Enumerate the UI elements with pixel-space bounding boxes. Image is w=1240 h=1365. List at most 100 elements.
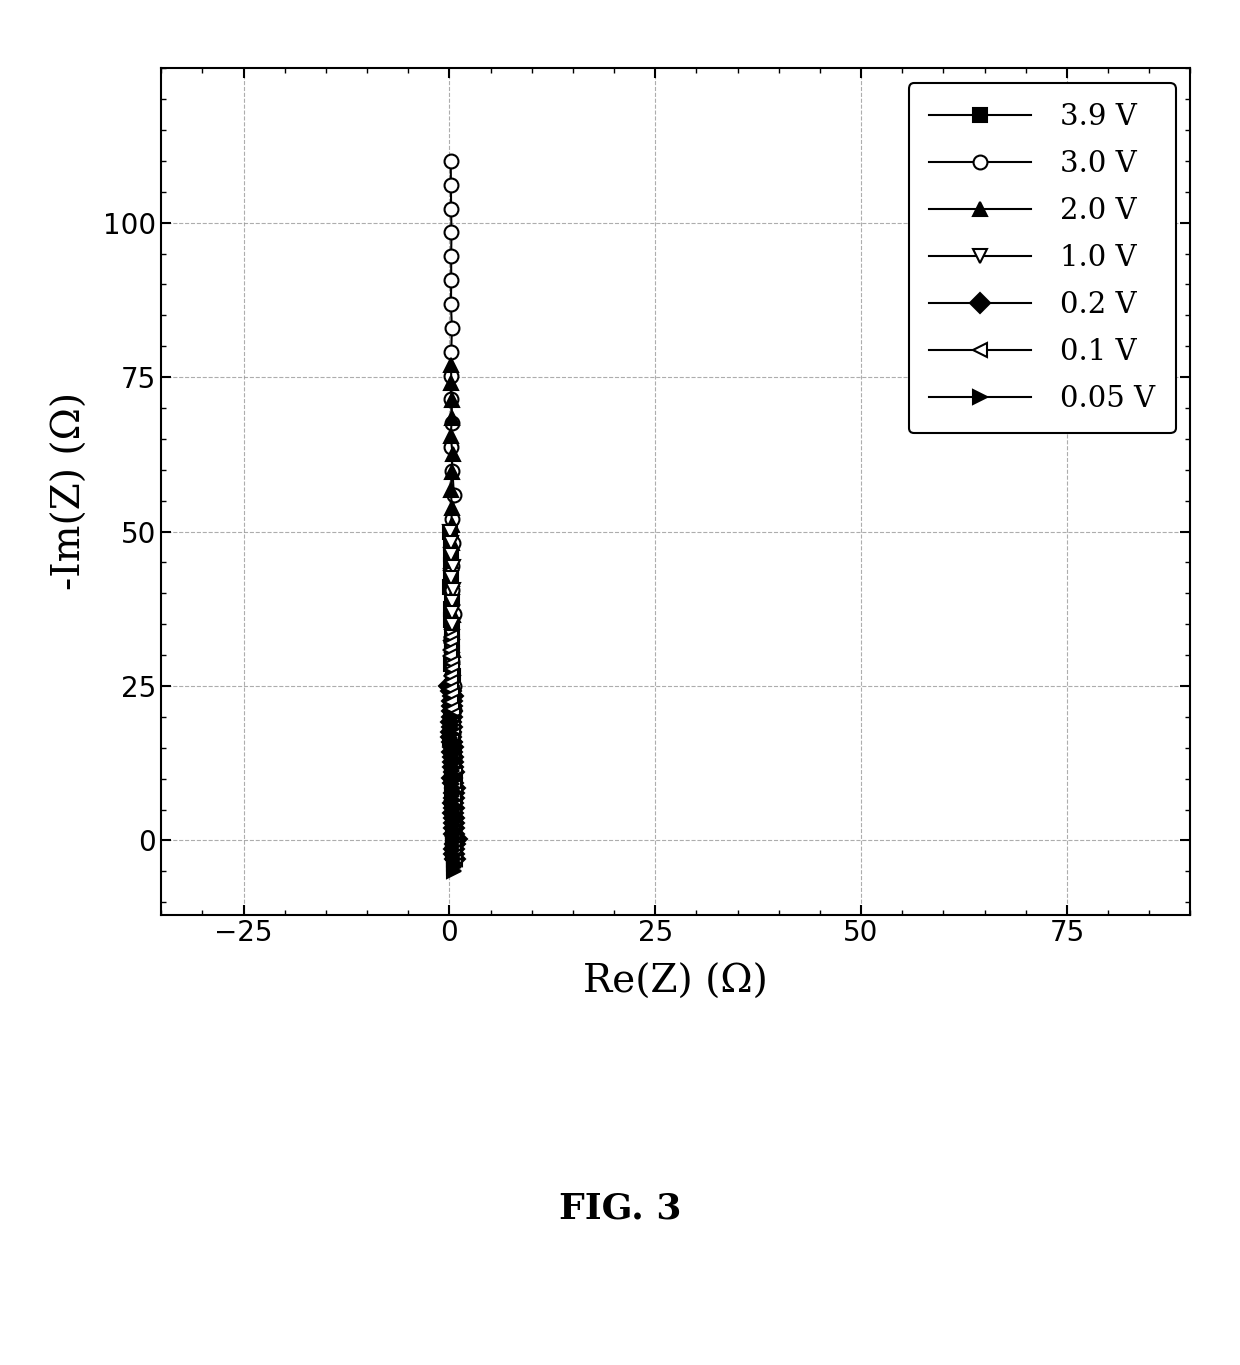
1.0 V bbox=[444, 571, 459, 587]
0.2 V bbox=[445, 698, 460, 714]
0.2 V bbox=[446, 800, 461, 816]
0.2 V bbox=[450, 830, 465, 846]
3.0 V bbox=[445, 511, 460, 527]
0.2 V bbox=[448, 835, 463, 852]
0.2 V bbox=[444, 729, 459, 745]
0.05 V bbox=[446, 826, 461, 842]
2.0 V bbox=[444, 410, 459, 426]
0.05 V bbox=[445, 759, 460, 775]
2.0 V bbox=[444, 535, 459, 551]
1.0 V bbox=[444, 651, 459, 667]
2.0 V bbox=[444, 767, 459, 784]
3.0 V bbox=[445, 415, 460, 431]
0.2 V bbox=[444, 723, 459, 740]
3.0 V bbox=[444, 201, 459, 217]
0.2 V bbox=[445, 770, 460, 786]
1.0 V bbox=[445, 815, 460, 831]
0.05 V bbox=[446, 846, 461, 863]
2.0 V bbox=[444, 464, 459, 480]
0.05 V bbox=[449, 809, 464, 826]
3.0 V bbox=[445, 463, 460, 479]
0.05 V bbox=[446, 784, 461, 800]
0.2 V bbox=[445, 718, 460, 734]
3.9 V bbox=[443, 601, 458, 617]
0.2 V bbox=[445, 805, 460, 822]
0.05 V bbox=[446, 854, 461, 871]
0.1 V bbox=[446, 844, 461, 860]
3.0 V bbox=[444, 176, 459, 192]
2.0 V bbox=[446, 820, 461, 837]
2.0 V bbox=[444, 356, 459, 373]
Line: 0.2 V: 0.2 V bbox=[443, 678, 464, 865]
3.9 V bbox=[445, 800, 460, 816]
1.0 V bbox=[444, 547, 459, 564]
3.0 V bbox=[444, 581, 459, 598]
0.1 V bbox=[443, 648, 458, 665]
3.0 V bbox=[444, 248, 459, 265]
Line: 1.0 V: 1.0 V bbox=[443, 524, 460, 853]
3.9 V bbox=[445, 756, 460, 773]
Text: FIG. 3: FIG. 3 bbox=[559, 1192, 681, 1224]
X-axis label: Re(Z) (Ω): Re(Z) (Ω) bbox=[583, 964, 769, 1001]
0.05 V bbox=[444, 747, 459, 763]
0.2 V bbox=[446, 820, 461, 837]
Line: 3.0 V: 3.0 V bbox=[444, 154, 461, 860]
0.05 V bbox=[446, 834, 461, 850]
0.2 V bbox=[446, 785, 461, 801]
0.1 V bbox=[445, 773, 460, 789]
0.1 V bbox=[445, 726, 460, 743]
3.9 V bbox=[445, 811, 460, 827]
0.1 V bbox=[448, 766, 463, 782]
1.0 V bbox=[445, 827, 460, 844]
1.0 V bbox=[445, 710, 460, 726]
3.9 V bbox=[445, 700, 460, 717]
0.2 V bbox=[448, 779, 463, 796]
0.1 V bbox=[444, 667, 459, 684]
2.0 V bbox=[443, 429, 458, 445]
0.2 V bbox=[445, 738, 460, 755]
2.0 V bbox=[445, 642, 460, 658]
2.0 V bbox=[444, 392, 459, 408]
0.05 V bbox=[443, 729, 458, 745]
3.0 V bbox=[445, 797, 460, 814]
0.1 V bbox=[444, 628, 459, 644]
0.05 V bbox=[445, 738, 460, 755]
0.2 V bbox=[444, 703, 459, 719]
3.9 V bbox=[443, 523, 458, 539]
3.0 V bbox=[445, 749, 460, 766]
0.2 V bbox=[445, 759, 460, 775]
0.1 V bbox=[445, 733, 460, 749]
0.1 V bbox=[446, 799, 461, 815]
3.9 V bbox=[444, 535, 459, 551]
0.05 V bbox=[445, 725, 460, 741]
1.0 V bbox=[444, 722, 459, 738]
3.9 V bbox=[445, 590, 460, 606]
3.9 V bbox=[445, 711, 460, 728]
1.0 V bbox=[445, 792, 460, 808]
Legend: 3.9 V, 3.0 V, 2.0 V, 1.0 V, 0.2 V, 0.1 V, 0.05 V: 3.9 V, 3.0 V, 2.0 V, 1.0 V, 0.2 V, 0.1 V… bbox=[909, 83, 1176, 434]
Y-axis label: -Im(Z) (Ω): -Im(Z) (Ω) bbox=[52, 392, 89, 591]
0.05 V bbox=[446, 830, 461, 846]
3.9 V bbox=[444, 767, 459, 784]
2.0 V bbox=[445, 678, 460, 695]
3.9 V bbox=[446, 834, 461, 850]
3.9 V bbox=[444, 657, 459, 673]
0.05 V bbox=[446, 859, 461, 875]
2.0 V bbox=[446, 838, 461, 854]
0.2 V bbox=[446, 809, 461, 826]
0.05 V bbox=[448, 771, 463, 788]
0.05 V bbox=[445, 708, 460, 725]
3.0 V bbox=[444, 344, 459, 360]
0.05 V bbox=[446, 800, 461, 816]
0.2 V bbox=[445, 774, 460, 790]
2.0 V bbox=[445, 749, 460, 766]
3.9 V bbox=[444, 546, 459, 562]
0.05 V bbox=[445, 763, 460, 779]
2.0 V bbox=[444, 571, 459, 587]
0.2 V bbox=[446, 841, 461, 857]
0.1 V bbox=[444, 714, 459, 730]
1.0 V bbox=[446, 558, 461, 575]
3.0 V bbox=[445, 654, 460, 670]
0.1 V bbox=[444, 635, 459, 651]
3.9 V bbox=[445, 667, 460, 684]
